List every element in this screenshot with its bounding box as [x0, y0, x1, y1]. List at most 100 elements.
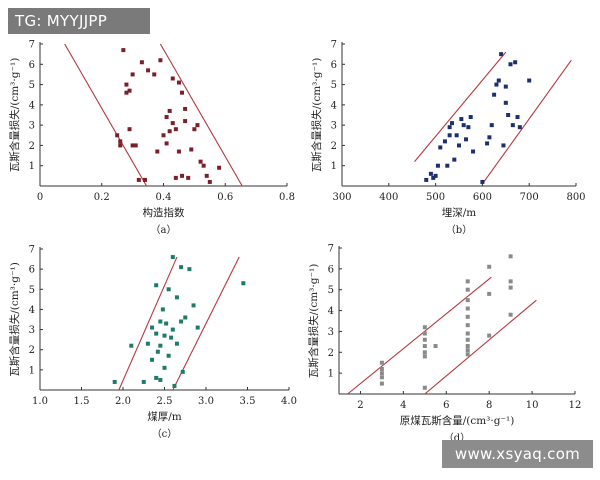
y-tick-label: 3: [29, 325, 35, 336]
x-tick-label: 500: [426, 192, 445, 203]
data-point: [170, 327, 175, 332]
data-point: [174, 341, 179, 346]
x-tick-label: 12: [569, 400, 582, 411]
x-tick-label: 1.5: [74, 396, 90, 407]
data-point: [422, 385, 427, 390]
data-point: [130, 143, 135, 148]
x-tick-label: 0: [37, 192, 43, 203]
data-point: [179, 265, 184, 270]
x-tick-label: 0.4: [156, 192, 172, 203]
data-point: [465, 298, 470, 303]
y-axis-label: 瓦斯含量损失/(cm³·g⁻¹): [8, 262, 21, 377]
data-point: [480, 179, 485, 184]
data-point: [452, 157, 457, 162]
x-tick-label: 4: [400, 400, 406, 411]
data-point: [465, 348, 470, 353]
data-point: [133, 143, 138, 148]
boundary-line: [347, 276, 492, 395]
y-tick-label: 5: [29, 80, 35, 91]
y-tick-label: 2: [29, 345, 35, 356]
x-tick-label: 700: [520, 192, 539, 203]
data-point: [379, 366, 384, 371]
y-tick-label: 5: [328, 285, 334, 296]
data-point: [503, 84, 508, 89]
x-axis-label: 煤厚/m: [147, 410, 182, 423]
data-point: [139, 60, 144, 65]
data-point: [155, 349, 160, 354]
data-point: [379, 371, 384, 376]
y-axis-label: 瓦斯含量损失/(cm³·g⁻¹): [307, 264, 320, 379]
data-point: [183, 106, 188, 111]
data-point: [169, 335, 174, 340]
data-point: [158, 58, 163, 63]
data-point: [207, 179, 212, 184]
x-tick-label: 8: [486, 400, 492, 411]
y-tick-label: 3: [328, 327, 334, 338]
data-point: [487, 135, 492, 140]
data-point: [187, 267, 192, 272]
data-point: [464, 137, 469, 142]
data-point: [170, 76, 175, 81]
y-tick-label: 5: [29, 285, 35, 296]
panel-caption: （b）: [446, 224, 472, 236]
data-point: [204, 173, 209, 178]
watermark-top: TG: MYYJJPP: [8, 8, 150, 34]
data-point: [508, 285, 513, 290]
data-point: [164, 115, 169, 120]
data-point: [508, 254, 513, 259]
data-point: [489, 123, 494, 128]
data-point: [167, 129, 172, 134]
panel-caption: （a）: [151, 224, 177, 236]
data-point: [422, 325, 427, 330]
data-point: [201, 163, 206, 168]
x-tick-label: 800: [566, 192, 585, 203]
data-point: [447, 133, 452, 138]
watermark-bottom: www.xsyaq.com: [442, 440, 593, 468]
data-point: [127, 88, 132, 93]
data-point: [179, 319, 184, 324]
data-point: [517, 125, 522, 130]
data-point: [162, 333, 167, 338]
data-point: [152, 72, 157, 77]
data-point: [155, 149, 160, 154]
data-point: [433, 344, 438, 349]
data-point: [465, 287, 470, 292]
data-point: [198, 159, 203, 164]
data-point: [465, 344, 470, 349]
data-point: [466, 125, 471, 130]
data-point: [121, 48, 126, 53]
y-tick-label: 1: [29, 365, 35, 376]
data-point: [435, 163, 440, 168]
data-point: [154, 331, 159, 336]
data-point: [195, 123, 200, 128]
data-point: [379, 375, 384, 380]
data-point: [170, 255, 175, 260]
data-point: [501, 143, 506, 148]
data-point: [136, 177, 141, 182]
data-point: [433, 173, 438, 178]
y-tick-label: 2: [328, 348, 334, 359]
data-point: [174, 295, 179, 300]
y-tick-label: 7: [331, 40, 337, 51]
data-point: [424, 177, 429, 182]
data-point: [166, 287, 171, 292]
y-tick-label: 5: [331, 80, 337, 91]
x-tick-label: 2.0: [115, 396, 131, 407]
data-point: [471, 149, 476, 154]
data-point: [154, 375, 159, 380]
data-point: [492, 92, 497, 97]
data-point: [503, 100, 508, 105]
data-point: [141, 379, 146, 384]
data-point: [170, 121, 175, 126]
data-point: [487, 264, 492, 269]
panel-caption: （c）: [152, 428, 178, 440]
y-tick-label: 6: [331, 60, 337, 71]
y-tick-label: 7: [29, 245, 35, 256]
data-point: [129, 343, 134, 348]
data-point: [162, 365, 167, 370]
data-point: [465, 323, 470, 328]
data-point: [164, 321, 169, 326]
x-axis-label: 原煤瓦斯含量/(cm³·g⁻¹): [400, 414, 515, 427]
